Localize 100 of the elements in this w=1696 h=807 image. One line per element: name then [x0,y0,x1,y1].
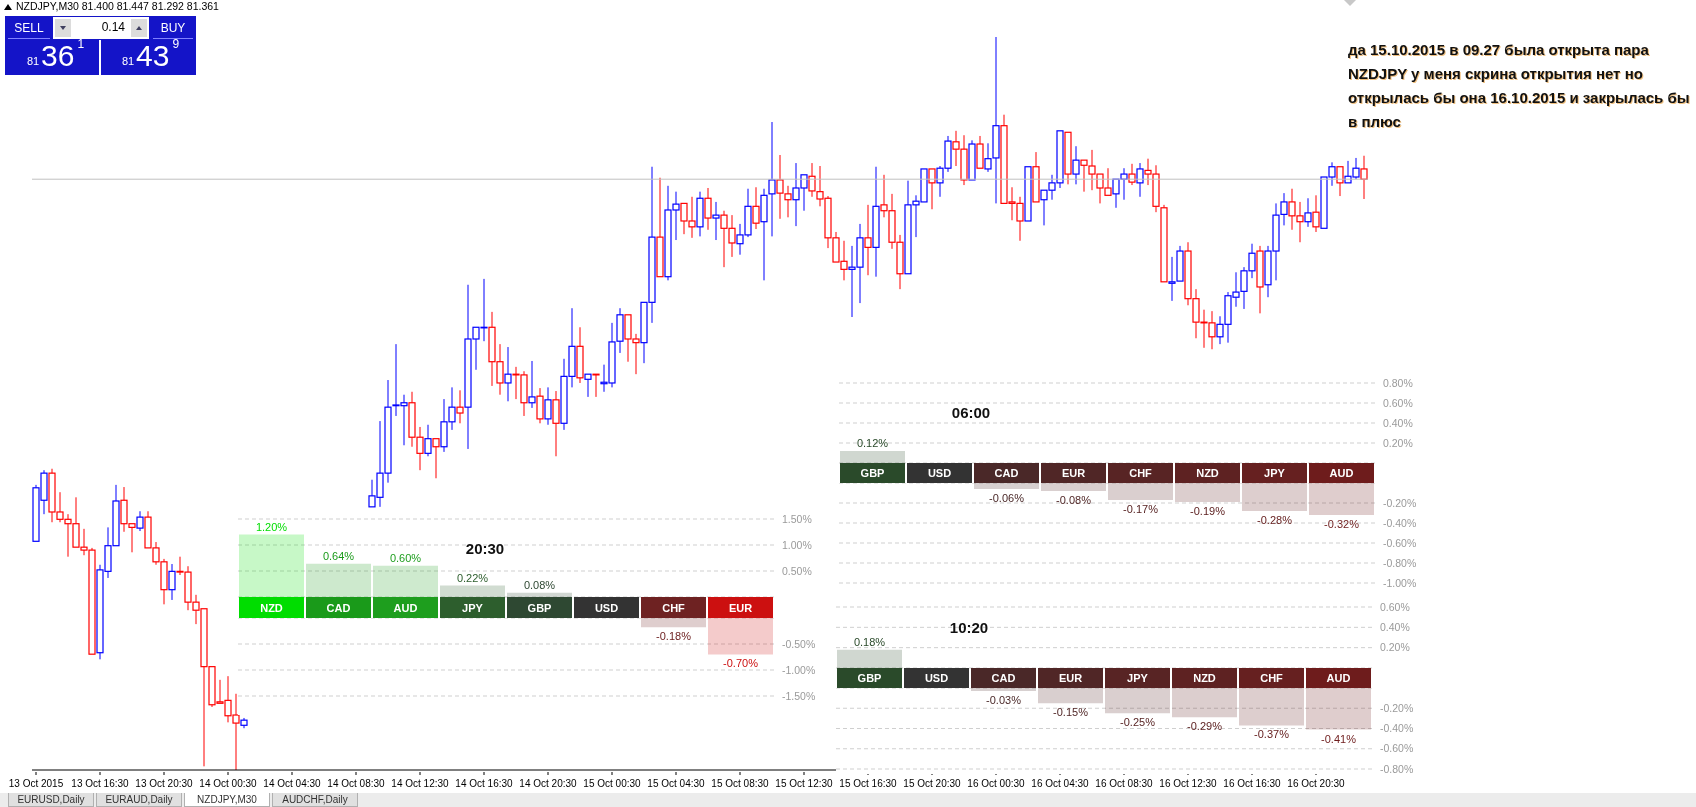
data-label: -0.70% [723,657,759,670]
x-tick-label: EUR [728,601,753,614]
data-label: -0.37% [1254,728,1290,741]
x-tick-label: CHF [662,601,686,614]
y-tick-label: -0.40% [1380,722,1414,735]
annotation: 81 [122,55,135,67]
x-tick-label: 15 Oct 00:30 [583,778,642,789]
x-tick-label: 13 Oct 16:30 [71,778,130,789]
annotation: 43$^{9}$ [136,37,180,72]
x-tick-label: 14 Oct 00:30 [199,778,258,789]
x-tick-label: JPY [1264,467,1286,479]
data-label: -0.29% [1187,720,1223,733]
chart-title: NZDJPY,M30 81.400 81.447 81.292 81.361 [16,0,219,12]
x-tick-label: USD [924,672,949,684]
data-label: -0.18% [656,630,692,643]
text: EURAUD,Daily [105,794,173,805]
data-label: -0.25% [1120,716,1156,729]
y-tick-label: 0.40% [1380,621,1410,634]
y-tick-label: -0.50% [782,637,816,650]
data-label: -0.06% [989,492,1025,504]
y-tick-label: 0.20% [1383,436,1413,449]
x-tick-label: CAD [994,467,1019,479]
x-tick-label: GBP [860,467,885,479]
text: NZDJPY,M30 [197,794,257,805]
data-label: 0.18% [853,635,886,648]
y-tick-label: -1.00% [1383,576,1417,589]
x-tick-label: AUD [1326,672,1351,684]
x-tick-label: JPY [462,601,484,614]
x-tick-label: 14 Oct 20:30 [519,778,578,789]
x-tick-label: AUD [393,601,418,614]
x-tick-label: CHF [1129,467,1153,479]
data-label: -0.41% [1321,732,1357,745]
text: EURUSD,Daily [17,794,85,805]
text: 10:20 [949,618,989,636]
y-tick-label: -0.40% [1383,516,1417,529]
y-tick-label: 0.60% [1380,600,1410,613]
x-tick-label: 15 Oct 16:30 [839,778,898,789]
x-tick-label: 16 Oct 16:30 [1223,778,1282,789]
x-tick-label: 16 Oct 04:30 [1031,778,1090,789]
y-tick-label: 1.50% [782,512,812,525]
x-tick-label: AUD [1329,467,1354,479]
x-tick-label: GBP [857,672,882,684]
x-tick-label: CHF [1260,672,1284,684]
x-tick-label: 16 Oct 12:30 [1159,778,1218,789]
text: 0.14 [101,20,125,34]
x-tick-label: CAD [991,672,1016,684]
x-tick-label: 14 Oct 04:30 [263,778,322,789]
x-tick-label: 14 Oct 12:30 [391,778,450,789]
x-tick-label: NZD [260,601,283,614]
annotation: 81 [27,55,40,67]
x-tick-label: EUR [1061,467,1086,479]
x-tick-label: 14 Oct 16:30 [455,778,514,789]
data-label: -0.32% [1324,518,1360,530]
text: BUY [160,21,186,35]
annotation: да 15.10.2015 в 09.27 была открыта пара NZDJPY у меня скрина открытия нет но открылась бы она 16.10.2015 и закрылась бы в плюс [1348,41,1690,130]
data-label: -0.19% [1190,505,1226,517]
data-label: 1.20% [255,520,288,533]
x-tick-label: USD [594,601,619,614]
x-tick-label: NZD [1193,672,1216,684]
y-tick-label: 0.80% [1383,376,1413,389]
text: AUDCHF,Daily [282,794,348,805]
data-label: 0.12% [856,437,889,449]
x-tick-label: CAD [326,601,351,614]
y-tick-label: -0.80% [1380,762,1414,775]
data-label: 0.08% [523,578,556,591]
x-tick-label: USD [927,467,952,479]
data-label: -0.03% [986,694,1022,707]
x-tick-label: 16 Oct 20:30 [1287,778,1346,789]
y-tick-label: -0.20% [1383,496,1417,509]
x-tick-label: 16 Oct 00:30 [967,778,1026,789]
data-label: -0.15% [1053,706,1089,719]
y-tick-label: 0.20% [1380,641,1410,654]
x-tick-label: 13 Oct 20:30 [135,778,194,789]
y-tick-label: 0.50% [782,564,812,577]
x-tick-label: 15 Oct 12:30 [775,778,834,789]
y-tick-label: -1.00% [782,663,816,676]
x-tick-label: 15 Oct 04:30 [647,778,706,789]
x-tick-label: EUR [1058,672,1083,684]
text: 20:30 [465,539,505,557]
data-label: 0.22% [456,571,489,584]
x-tick-label: 14 Oct 08:30 [327,778,386,789]
data-label: -0.28% [1257,514,1293,526]
data-label: -0.17% [1123,503,1159,515]
y-tick-label: -0.60% [1380,742,1414,755]
y-tick-label: 0.40% [1383,416,1413,429]
x-tick-label: 15 Oct 08:30 [711,778,770,789]
annotation: 36$^{1}$ [41,37,85,72]
y-tick-label: 0.60% [1383,396,1413,409]
text: 06:00 [951,403,991,421]
x-tick-label: 15 Oct 20:30 [903,778,962,789]
x-tick-label: GBP [527,601,552,614]
y-tick-label: -0.20% [1380,701,1414,714]
y-tick-label: -0.80% [1383,556,1417,569]
data-label: 0.60% [389,551,422,564]
x-tick-label: JPY [1127,672,1149,684]
data-label: -0.08% [1056,494,1092,506]
y-tick-label: -1.50% [782,689,816,702]
y-tick-label: -0.60% [1383,536,1417,549]
data-label: 0.64% [322,549,355,562]
x-tick-label: 13 Oct 2015 [8,778,64,789]
